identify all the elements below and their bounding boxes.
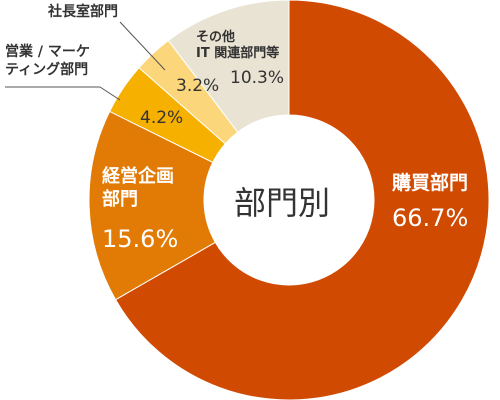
slice-label: その他 IT 関連部門等 — [196, 30, 280, 62]
leader-line — [99, 86, 121, 101]
slice-label: 経営企画 部門 — [102, 166, 174, 210]
value-label: 15.6% — [102, 225, 179, 253]
donut-slice — [114, 0, 490, 400]
value-label: 4.2% — [140, 108, 184, 128]
donut-slice — [167, 0, 290, 133]
value-label: 3.2% — [176, 76, 220, 96]
donut-slice — [88, 110, 216, 301]
slice-label: 社長室部門 — [48, 4, 118, 20]
leader-line — [119, 21, 166, 71]
chart-title: 部門別 — [234, 184, 331, 222]
value-label: 66.7% — [392, 204, 469, 232]
slice-label: 営業 / マーケ ティング部門 — [5, 44, 90, 78]
slice-label: 購買部門 — [392, 172, 469, 194]
value-label: 10.3% — [230, 68, 285, 88]
